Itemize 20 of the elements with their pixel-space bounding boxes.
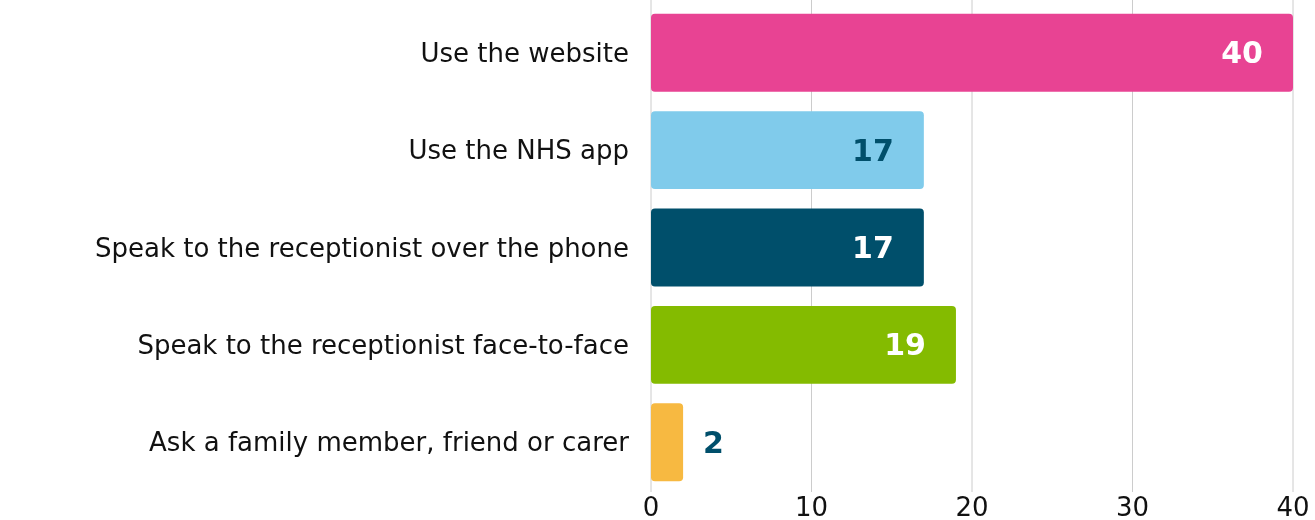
x-tick-label: 20: [955, 492, 989, 520]
bar: [651, 13, 1293, 92]
y-tick-label: Use the NHS app: [408, 135, 629, 166]
x-tick-label: 10: [794, 492, 829, 520]
data-label: 17: [852, 230, 894, 265]
x-tick-label: 30: [1115, 492, 1150, 520]
y-tick-label: Speak to the receptionist over the phone: [94, 232, 629, 263]
bar: [651, 208, 924, 287]
data-label: 40: [1221, 35, 1263, 71]
data-label: 2: [703, 424, 724, 460]
y-tick-label: Use the website: [420, 37, 629, 68]
data-label: 17: [852, 132, 894, 168]
x-tick-label: 0: [642, 492, 660, 520]
y-tick-label: Ask a family member, friend or carer: [149, 427, 630, 458]
y-tick-label: Speak to the receptionist face-to-face: [137, 330, 629, 360]
bar: [651, 305, 956, 384]
bar: [651, 403, 684, 482]
data-label: 19: [884, 327, 926, 363]
bar: [651, 111, 924, 190]
x-tick-label: 40: [1276, 492, 1310, 520]
